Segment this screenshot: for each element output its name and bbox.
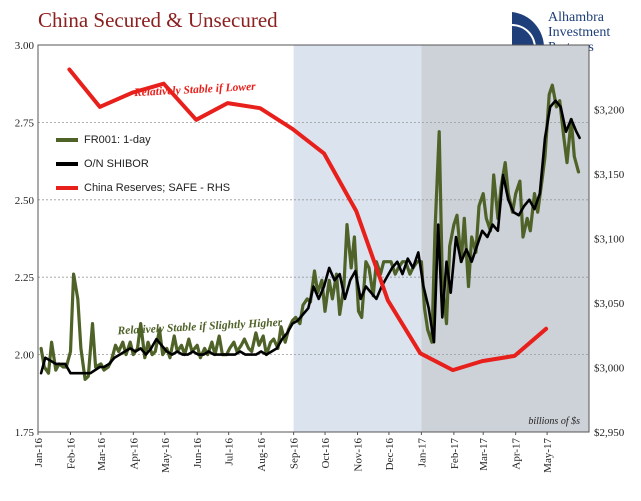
legend-item-shibor: O/N SHIBOR [56, 152, 230, 176]
y-right-tick-label: $3,050 [594, 298, 625, 310]
x-tick-label: Oct-16 [320, 438, 332, 469]
y-left-tick-label: 2.25 [15, 272, 35, 284]
legend-item-fr001: FR001: 1-day [56, 128, 230, 152]
legend-item-reserves: China Reserves; SAFE - RHS [56, 176, 230, 200]
legend-label-reserves: China Reserves; SAFE - RHS [84, 182, 231, 194]
x-tick-label: Apr-16 [128, 438, 140, 470]
annotation-lower: Relatively Stable if Lower [133, 81, 257, 99]
x-tick-label: May-16 [160, 438, 172, 473]
legend: FR001: 1-day O/N SHIBOR China Reserves; … [56, 128, 230, 200]
x-tick-label: Jul-16 [224, 438, 236, 466]
x-tick-label: Jan-17 [416, 438, 428, 468]
y-left-tick-label: 2.75 [15, 117, 35, 129]
x-tick-label: Apr-17 [511, 438, 523, 470]
logo-line-1: Alhambra [548, 10, 604, 25]
y-right-tick-label: $3,150 [594, 169, 625, 181]
x-tick-label: Aug-16 [256, 438, 268, 472]
shaded-region-0 [293, 45, 422, 432]
x-tick-label: Feb-17 [449, 438, 461, 470]
shaded-region-1 [421, 45, 589, 432]
x-tick-label: Dec-16 [384, 438, 396, 471]
legend-label-shibor: O/N SHIBOR [84, 158, 149, 170]
y-left-tick-label: 2.50 [15, 195, 35, 207]
x-tick-label: Mar-16 [96, 438, 108, 471]
legend-label-fr001: FR001: 1-day [84, 134, 151, 146]
y-right-tick-label: $3,000 [594, 363, 625, 375]
shibor-line [39, 99, 581, 375]
legend-swatch-shibor [56, 162, 78, 166]
plot-frame [37, 44, 590, 433]
reserves-line [67, 67, 549, 373]
y-left-tick-label: 1.75 [15, 427, 35, 439]
y-right-tick-label: $3,100 [594, 234, 625, 246]
x-tick-label: Jun-16 [192, 438, 204, 468]
y-left-tick-label: 3.00 [15, 40, 35, 52]
legend-swatch-fr001 [56, 138, 78, 142]
x-tick-label: Feb-16 [65, 438, 77, 470]
logo-icon [512, 12, 545, 50]
y-right-tick-label: $2,950 [594, 427, 625, 439]
x-tick-label: Nov-16 [352, 438, 364, 472]
chart-title: China Secured & Unsecured [38, 8, 278, 32]
y-right-tick-label: $3,200 [594, 105, 625, 117]
x-tick-label: Jan-16 [33, 438, 45, 468]
legend-swatch-reserves [56, 186, 78, 190]
x-tick-label: Sep-16 [289, 438, 301, 470]
y-left-tick-label: 2.00 [15, 350, 35, 362]
units-label: billions of $s [528, 416, 580, 427]
x-tick-label: Mar-17 [478, 438, 490, 471]
logo-line-2: Investment [548, 25, 611, 40]
x-tick-label: May-17 [542, 438, 554, 473]
annotation-higher: Relatively Stable if Slightly Higher [116, 317, 283, 338]
